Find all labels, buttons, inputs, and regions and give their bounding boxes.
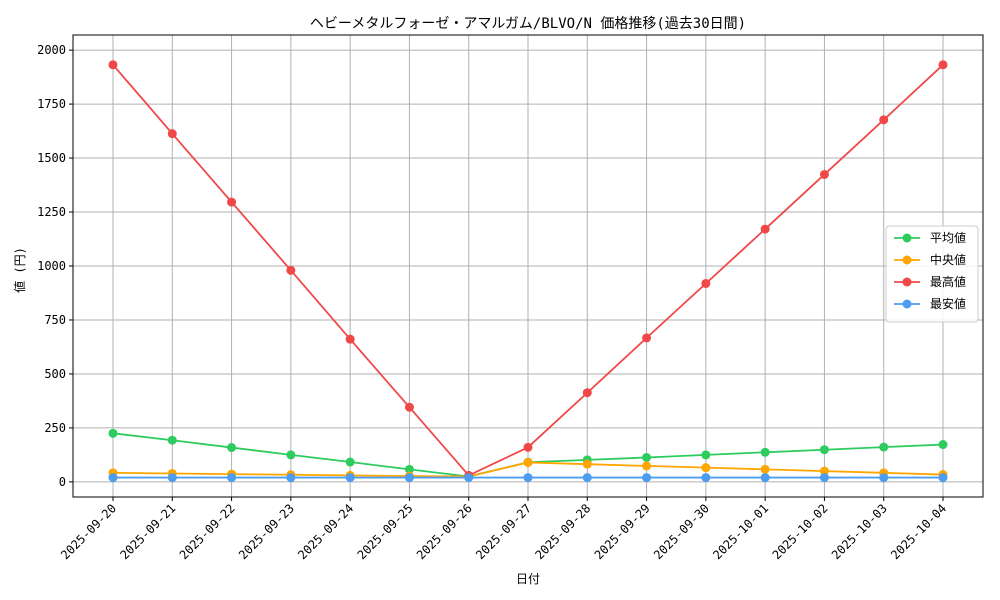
data-point	[345, 334, 355, 344]
legend-label: 平均値	[930, 230, 966, 245]
grid-lines	[73, 35, 983, 497]
legend-label: 最高値	[930, 274, 966, 289]
data-point	[642, 452, 652, 462]
data-point	[523, 442, 533, 452]
x-tick-label: 2025-10-02	[770, 501, 831, 562]
legend-marker	[902, 233, 912, 243]
series-layer	[108, 60, 948, 483]
data-point	[108, 428, 118, 438]
data-point	[108, 473, 118, 483]
data-point	[464, 473, 474, 483]
data-point	[819, 473, 829, 483]
data-point	[760, 464, 770, 474]
data-point	[760, 447, 770, 457]
x-tick-label: 2025-09-23	[236, 501, 297, 562]
x-tick-label: 2025-09-21	[117, 501, 178, 562]
data-point	[760, 224, 770, 234]
legend-marker	[902, 255, 912, 265]
data-point	[227, 443, 237, 453]
data-point	[701, 450, 711, 460]
x-tick-label: 2025-09-25	[355, 501, 416, 562]
y-tick-label: 1250	[37, 205, 66, 219]
x-tick-label: 2025-09-28	[532, 501, 593, 562]
legend-marker	[902, 277, 912, 287]
y-tick-label: 250	[44, 421, 66, 435]
x-tick-label: 2025-09-29	[592, 501, 653, 562]
data-point	[286, 450, 296, 460]
data-point	[167, 473, 177, 483]
x-tick-label: 2025-09-20	[58, 501, 119, 562]
y-tick-label: 2000	[37, 43, 66, 57]
y-tick-label: 1750	[37, 97, 66, 111]
x-tick-label: 2025-09-27	[473, 501, 534, 562]
data-point	[701, 473, 711, 483]
data-point	[404, 473, 414, 483]
data-point	[108, 60, 118, 70]
data-point	[582, 459, 592, 469]
x-tick-label: 2025-09-24	[295, 501, 356, 562]
x-axis-label: 日付	[516, 572, 540, 586]
data-point	[404, 464, 414, 474]
y-tick-label: 500	[44, 367, 66, 381]
data-point	[286, 473, 296, 483]
axes: 0 250 500 750 1000 1250 1500 1750 2000 2025-09-20…	[37, 34, 984, 562]
data-point	[404, 402, 414, 412]
data-point	[879, 115, 889, 125]
data-point	[582, 473, 592, 483]
data-point	[701, 278, 711, 288]
data-point	[167, 435, 177, 445]
data-point	[819, 169, 829, 179]
y-tick-label: 750	[44, 313, 66, 327]
data-point	[227, 197, 237, 207]
data-point	[819, 445, 829, 455]
data-point	[345, 473, 355, 483]
x-tick-label: 2025-09-22	[177, 501, 238, 562]
data-point	[760, 473, 770, 483]
data-point	[286, 265, 296, 275]
x-tick-label: 2025-10-01	[710, 501, 771, 562]
y-tick-label: 1500	[37, 151, 66, 165]
legend-box	[885, 225, 979, 323]
legend-label: 最安値	[930, 296, 966, 311]
x-tick-label: 2025-09-30	[651, 501, 712, 562]
data-point	[167, 129, 177, 139]
x-tick-label: 2025-09-26	[414, 501, 475, 562]
data-point	[819, 466, 829, 476]
data-point	[523, 473, 533, 483]
data-point	[523, 457, 533, 467]
x-tick-label: 2025-10-04	[888, 501, 949, 562]
data-point	[938, 60, 948, 70]
y-tick-label: 0	[59, 475, 66, 489]
chart-title: ヘビーメタルフォーゼ・アマルガム/BLVO/N 価格推移(過去30日間)	[310, 16, 746, 32]
data-point	[701, 463, 711, 473]
x-tick-label: 2025-10-03	[829, 501, 890, 562]
data-point	[938, 473, 948, 483]
data-point	[879, 442, 889, 452]
y-tick-label: 1000	[37, 259, 66, 273]
data-point	[642, 461, 652, 471]
legend-marker	[902, 299, 912, 309]
data-point	[345, 457, 355, 467]
data-point	[642, 333, 652, 343]
data-point	[642, 473, 652, 483]
data-point	[227, 473, 237, 483]
data-point	[582, 388, 592, 398]
data-point	[879, 473, 889, 483]
legend-label: 中央値	[930, 252, 966, 267]
y-axis-label: 値 (円)	[12, 247, 27, 293]
data-point	[938, 440, 948, 450]
